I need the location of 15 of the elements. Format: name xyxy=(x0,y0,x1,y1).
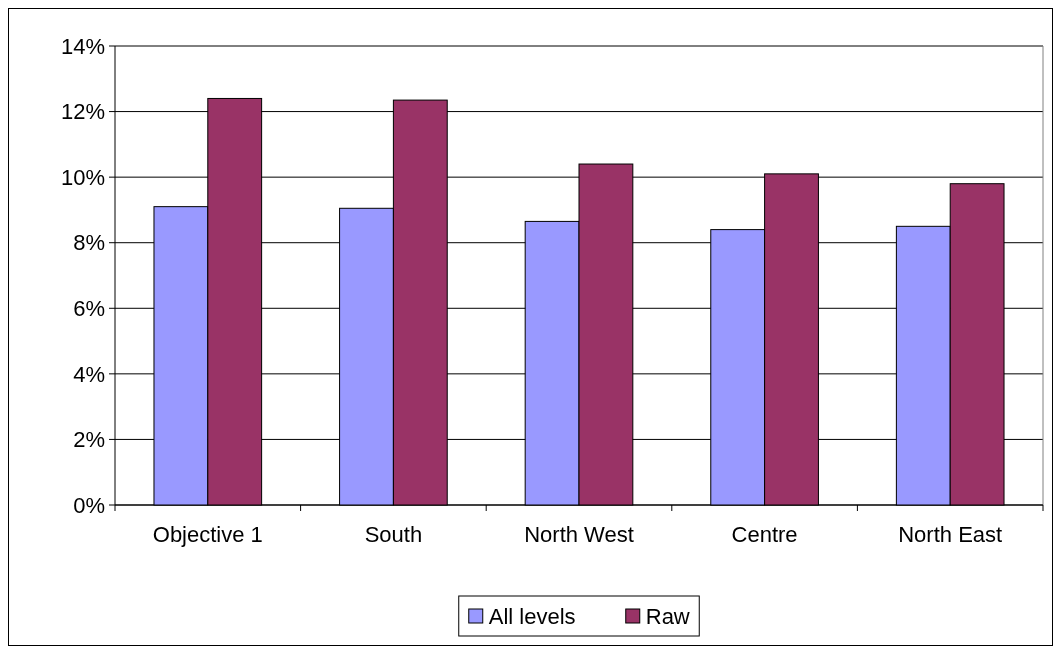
x-tick-label: North East xyxy=(898,522,1003,547)
legend-label: All levels xyxy=(488,603,576,629)
y-tick-label: 8% xyxy=(73,230,105,256)
x-tick-label: Objective 1 xyxy=(152,522,263,547)
x-tick-label: Centre xyxy=(731,522,798,547)
x-tick-label: North West xyxy=(524,522,634,547)
y-tick-label: 10% xyxy=(60,164,105,190)
x-tick-label: South xyxy=(364,522,423,547)
y-tick-label: 6% xyxy=(73,295,105,321)
legend-label: Raw xyxy=(645,603,690,629)
y-tick-label: 4% xyxy=(73,361,105,387)
y-tick-label: 2% xyxy=(73,427,105,453)
y-tick-label: 12% xyxy=(60,99,105,125)
y-tick-label: 0% xyxy=(73,492,105,518)
y-tick-label: 14% xyxy=(60,33,105,59)
